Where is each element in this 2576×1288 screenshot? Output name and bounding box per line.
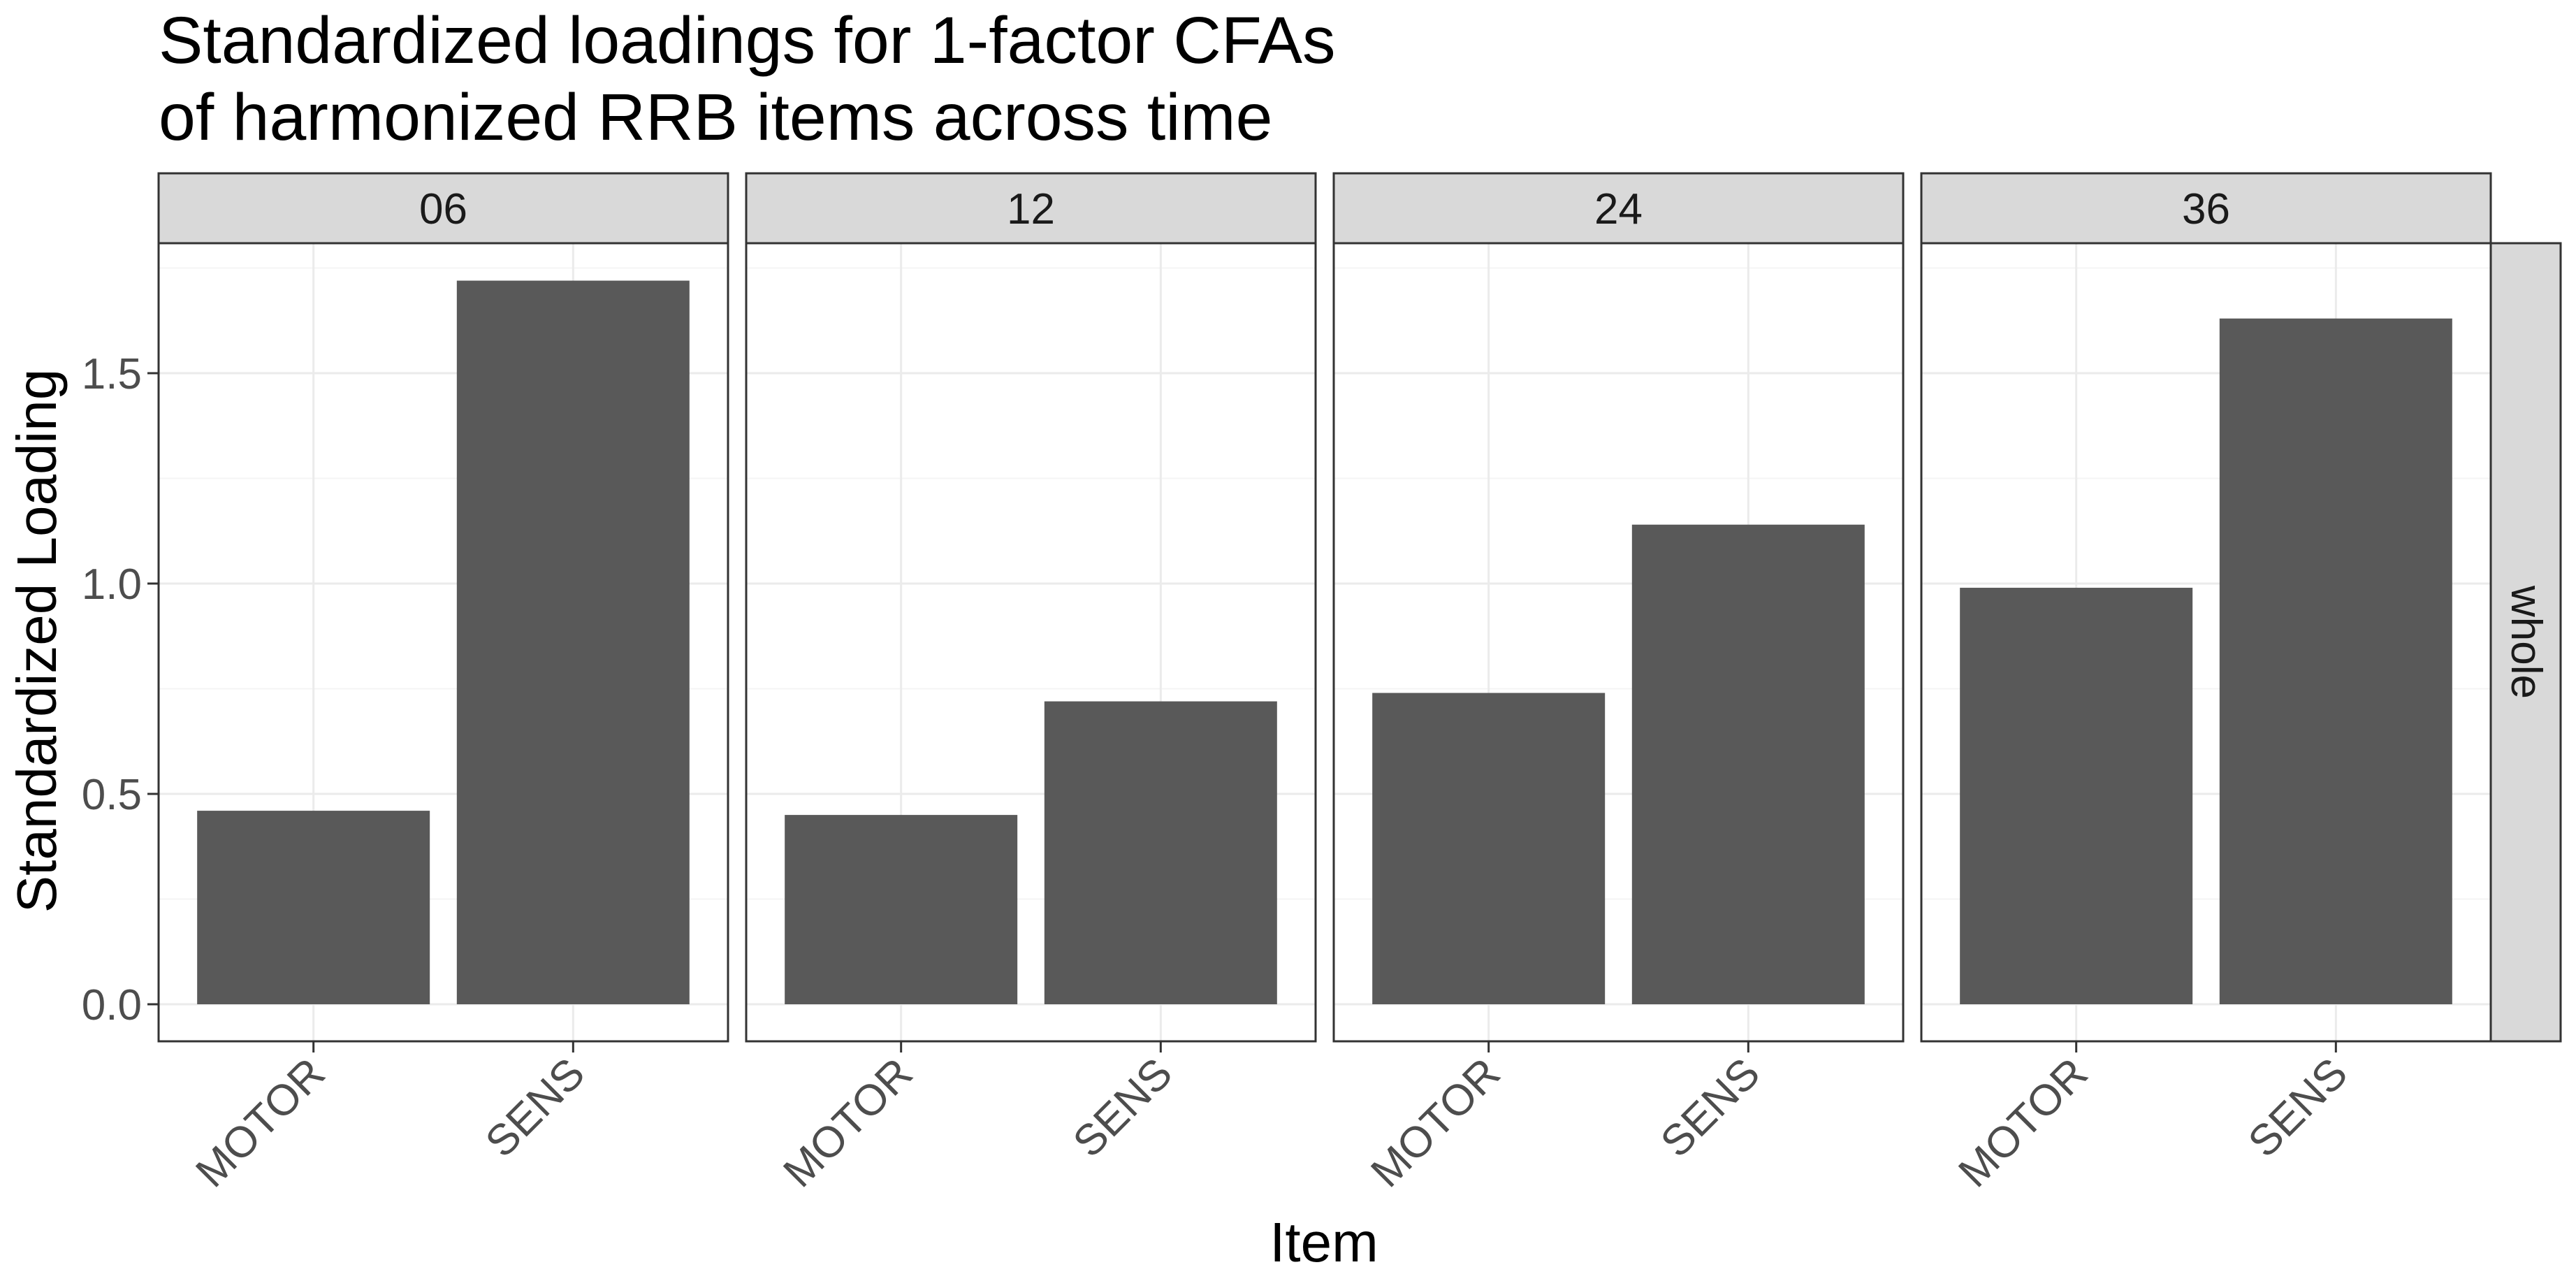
bar-sens-06 xyxy=(456,280,690,1004)
y-tick-label: 0.5 xyxy=(82,771,142,819)
row-facet-strip xyxy=(2489,242,2562,1043)
bar-sens-12 xyxy=(1044,701,1277,1004)
bar-sens-36 xyxy=(2219,318,2452,1004)
facet-strip xyxy=(157,172,729,245)
row-facet-label: whole xyxy=(2502,585,2550,699)
panel-border xyxy=(745,242,1317,1043)
facet-strip-label: 36 xyxy=(2182,185,2230,233)
panel-border xyxy=(1332,242,1905,1043)
facet-strip-label: 24 xyxy=(1594,185,1643,233)
x-tick-label: MOTOR xyxy=(187,1049,334,1196)
x-tick-label: SENS xyxy=(476,1049,594,1166)
x-tick-label: MOTOR xyxy=(774,1049,922,1196)
facet-strip xyxy=(1920,172,2492,245)
chart-title-line-1: Standardized loadings for 1-factor CFAs xyxy=(159,3,1336,78)
x-tick-label: SENS xyxy=(1064,1049,1181,1166)
x-axis-title: Item xyxy=(1269,1211,1378,1273)
x-tick-label: MOTOR xyxy=(1949,1049,2097,1196)
bar-motor-24 xyxy=(1372,693,1606,1004)
bar-motor-06 xyxy=(197,811,430,1004)
y-tick-label: 1.5 xyxy=(82,350,142,398)
y-tick-label: 0.0 xyxy=(82,981,142,1029)
x-tick-label: SENS xyxy=(2239,1049,2357,1166)
chart-title-line-2: of harmonized RRB items across time xyxy=(159,80,1272,154)
bar-motor-36 xyxy=(1960,588,2193,1004)
x-tick-label: SENS xyxy=(1652,1049,1769,1166)
facet-strip-label: 06 xyxy=(419,185,467,233)
y-tick-label: 1.0 xyxy=(82,560,142,609)
bar-sens-24 xyxy=(1631,524,1865,1004)
bar-motor-12 xyxy=(785,815,1018,1004)
facet-strip-label: 12 xyxy=(1007,185,1055,233)
y-axis-title: Standardized Loading xyxy=(6,369,68,913)
facet-strip xyxy=(745,172,1317,245)
facet-strip xyxy=(1332,172,1905,245)
x-tick-label: MOTOR xyxy=(1362,1049,1509,1196)
panel-border xyxy=(157,242,729,1043)
